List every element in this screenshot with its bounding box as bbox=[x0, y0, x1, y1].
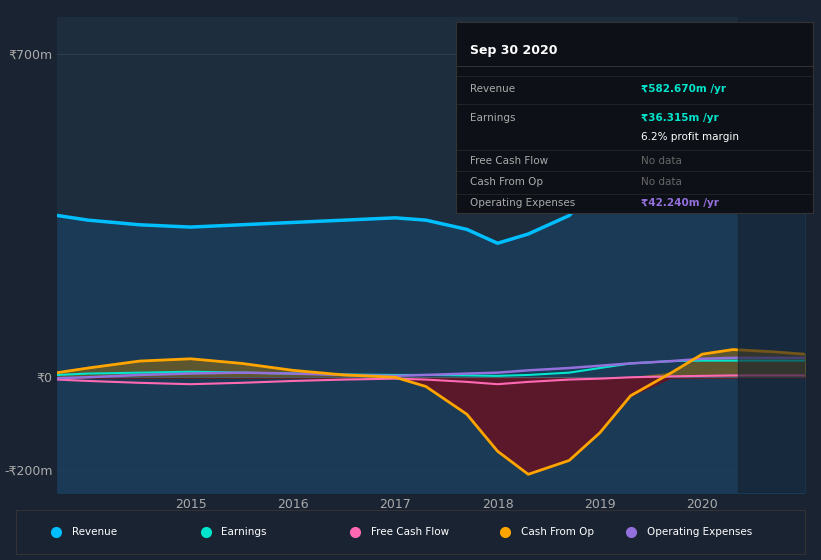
Text: Operating Expenses: Operating Expenses bbox=[647, 527, 752, 537]
Text: Revenue: Revenue bbox=[71, 527, 117, 537]
Text: Free Cash Flow: Free Cash Flow bbox=[371, 527, 449, 537]
Text: Earnings: Earnings bbox=[470, 113, 516, 123]
Text: Operating Expenses: Operating Expenses bbox=[470, 198, 576, 208]
Text: Earnings: Earnings bbox=[222, 527, 267, 537]
Text: Cash From Op: Cash From Op bbox=[521, 527, 594, 537]
Text: ₹36.315m /yr: ₹36.315m /yr bbox=[641, 113, 719, 123]
Text: Sep 30 2020: Sep 30 2020 bbox=[470, 44, 557, 58]
Text: ₹42.240m /yr: ₹42.240m /yr bbox=[641, 198, 719, 208]
Text: Revenue: Revenue bbox=[470, 84, 515, 94]
Text: No data: No data bbox=[641, 156, 682, 166]
Text: ₹582.670m /yr: ₹582.670m /yr bbox=[641, 84, 727, 94]
Bar bbox=[738, 17, 805, 493]
Text: Free Cash Flow: Free Cash Flow bbox=[470, 156, 548, 166]
Text: 6.2% profit margin: 6.2% profit margin bbox=[641, 132, 740, 142]
Text: No data: No data bbox=[641, 178, 682, 188]
Text: Cash From Op: Cash From Op bbox=[470, 178, 543, 188]
